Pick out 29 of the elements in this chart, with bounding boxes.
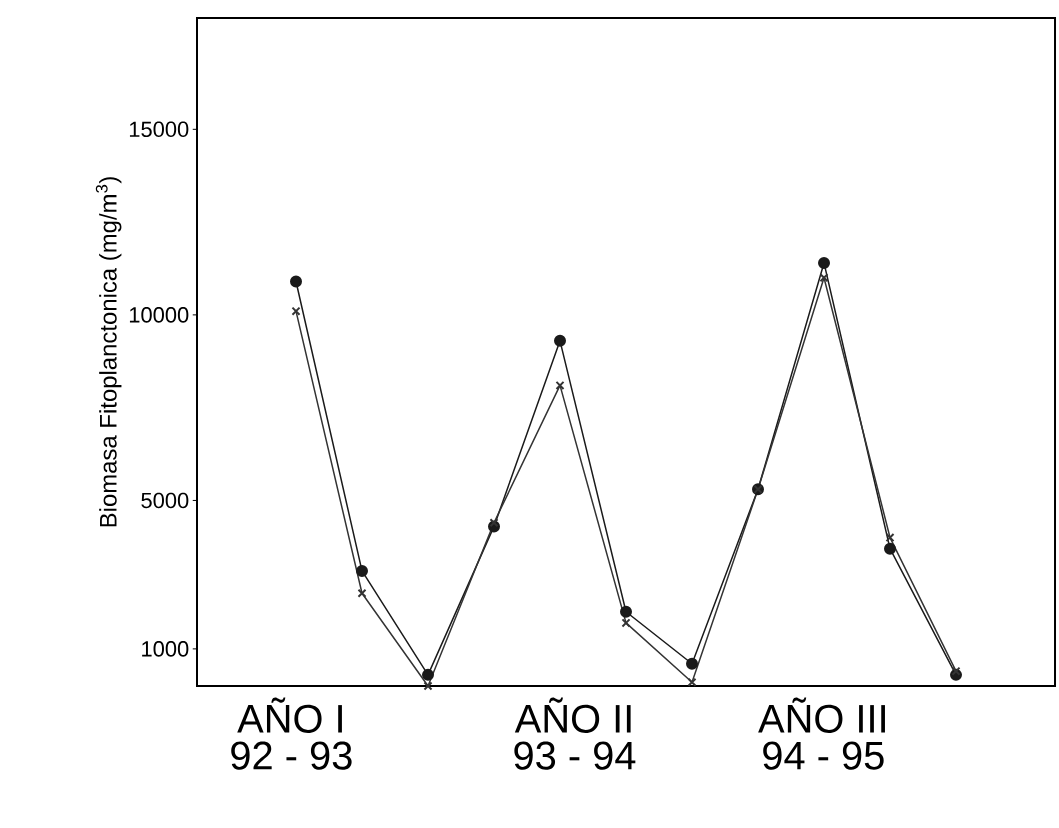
point	[357, 588, 367, 598]
point	[489, 518, 499, 528]
text: 93 - 94	[514, 741, 636, 770]
y-axis-title: Biomasa Fitoplanctonica (mg/m$^{3}$)	[95, 177, 122, 527]
point	[818, 256, 831, 269]
y-tick-label: 1000	[142, 641, 189, 657]
text: AÑO I	[237, 697, 342, 733]
y-tick-label: 15000	[129, 121, 189, 138]
point	[423, 681, 433, 691]
point	[620, 605, 633, 618]
point	[687, 677, 697, 687]
point	[686, 657, 699, 670]
point	[555, 380, 565, 390]
point	[554, 334, 566, 347]
point	[356, 564, 368, 577]
text: AÑO III	[758, 697, 885, 733]
y-tick-label: 5000	[141, 492, 189, 509]
text: AÑO II	[514, 697, 631, 733]
text: 92 - 93	[231, 741, 352, 770]
y-tick-label: 10000	[129, 307, 189, 323]
point	[621, 618, 631, 628]
point	[290, 275, 302, 288]
text: 94 - 95	[763, 741, 884, 770]
point	[291, 306, 301, 316]
point	[422, 668, 434, 681]
point	[819, 273, 829, 283]
point	[951, 666, 961, 676]
point	[884, 542, 897, 555]
point	[885, 533, 895, 543]
